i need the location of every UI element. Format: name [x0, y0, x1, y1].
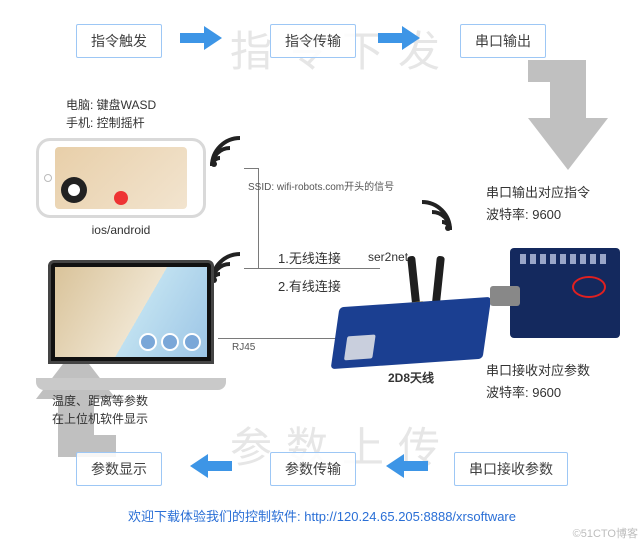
- pc-label-line1: 电脑: 键盘WASD: [66, 96, 156, 114]
- serial-out-line2: 波特率: 9600: [486, 204, 590, 226]
- arrow-right-icon: [180, 26, 222, 50]
- conn-wireless: 1.无线连接: [278, 248, 341, 270]
- serial-out-line1: 串口输出对应指令: [486, 182, 590, 204]
- wifi-icon: [206, 132, 246, 172]
- serial-recv-line2: 波特率: 9600: [486, 382, 590, 404]
- arrow-left-icon: [386, 454, 428, 478]
- footer-prefix: 欢迎下载体验我们的控制软件:: [128, 509, 304, 524]
- router-caption: 2D8天线: [336, 369, 486, 386]
- box-transmit-top: 指令传输: [270, 24, 356, 58]
- router-device: 2D8天线: [336, 244, 486, 364]
- serial-out-info: 串口输出对应指令 波特率: 9600: [486, 182, 590, 226]
- laptop-caption-2: 在上位机软件显示: [52, 410, 226, 428]
- box-serial-recv: 串口接收参数: [454, 452, 568, 486]
- box-display: 参数显示: [76, 452, 162, 486]
- watermark-corner: ©51CTO博客: [573, 525, 638, 541]
- rj45-label: RJ45: [232, 342, 255, 353]
- serial-recv-line1: 串口接收对应参数: [486, 360, 590, 382]
- conn-wired: 2.有线连接: [278, 276, 341, 298]
- footer-link[interactable]: 欢迎下载体验我们的控制软件: http://120.24.65.205:8888…: [0, 506, 644, 525]
- ssid-label: SSID: wifi-robots.com开头的信号: [248, 178, 394, 193]
- laptop-device: 温度、距离等参数 在上位机软件显示: [36, 260, 226, 390]
- laptop-caption-1: 温度、距离等参数: [52, 392, 226, 410]
- pc-input-label: 电脑: 键盘WASD 手机: 控制摇杆: [66, 96, 156, 132]
- serial-recv-info: 串口接收对应参数 波特率: 9600: [486, 360, 590, 404]
- arrow-right-icon: [378, 26, 420, 50]
- wifi-icon: [416, 196, 456, 236]
- phone-caption: ios/android: [39, 223, 203, 237]
- diagram-canvas: 指令下发 参数上传 指令触发 指令传输 串口输出 电脑: 键盘WASD 手机: …: [0, 0, 644, 545]
- arrow-left-icon: [190, 454, 232, 478]
- box-trigger: 指令触发: [76, 24, 162, 58]
- big-arrow-down-icon: [528, 60, 608, 170]
- box-transmit-bottom: 参数传输: [270, 452, 356, 486]
- footer-url: http://120.24.65.205:8888/xrsoftware: [304, 509, 516, 524]
- pc-label-line2: 手机: 控制摇杆: [66, 114, 156, 132]
- connector-board: [510, 248, 620, 338]
- box-serial-out: 串口输出: [460, 24, 546, 58]
- phone-device: ios/android: [36, 138, 206, 218]
